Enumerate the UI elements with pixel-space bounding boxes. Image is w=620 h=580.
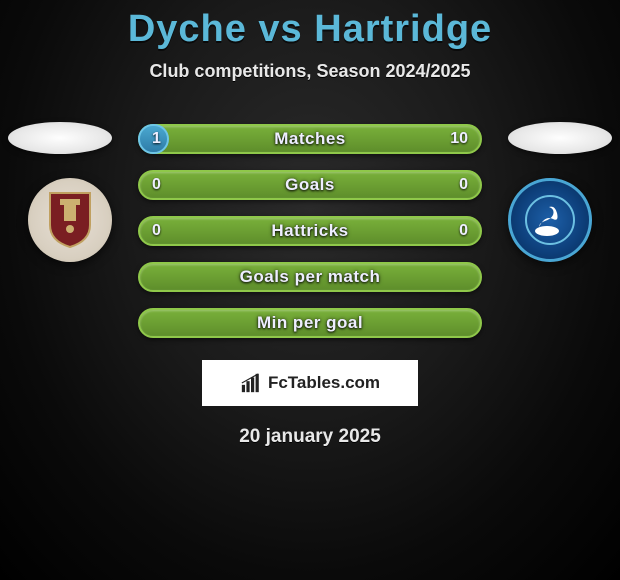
stat-row-matches: 1 Matches 10 (138, 124, 482, 154)
player-avatar-right (508, 122, 612, 154)
stat-value-right: 0 (459, 176, 468, 194)
bar-chart-icon (240, 372, 262, 394)
stat-row-min-per-goal: Min per goal (138, 308, 482, 338)
team-badge-right (508, 178, 592, 262)
stat-label: Min per goal (257, 313, 363, 333)
stat-value-right: 0 (459, 222, 468, 240)
shield-icon (46, 191, 94, 249)
stat-row-goals: 0 Goals 0 (138, 170, 482, 200)
date-label: 20 january 2025 (0, 426, 620, 448)
attribution-text: FcTables.com (268, 373, 380, 393)
stat-label: Hattricks (271, 221, 348, 241)
stat-label: Goals (285, 175, 335, 195)
stat-value-left: 0 (152, 176, 161, 194)
player-avatar-left (8, 122, 112, 154)
stat-label: Matches (274, 129, 346, 149)
stat-label: Goals per match (240, 267, 381, 287)
subtitle: Club competitions, Season 2024/2025 (0, 61, 620, 82)
stat-value-left: 1 (152, 130, 161, 148)
stat-bars: 1 Matches 10 0 Goals 0 0 Hattricks 0 Goa… (138, 124, 482, 338)
page-title: Dyche vs Hartridge (0, 0, 620, 51)
swan-icon (525, 195, 575, 245)
attribution-badge[interactable]: FcTables.com (202, 360, 418, 406)
stat-value-left: 0 (152, 222, 161, 240)
stat-row-goals-per-match: Goals per match (138, 262, 482, 292)
stat-value-right: 10 (450, 130, 468, 148)
stat-row-hattricks: 0 Hattricks 0 (138, 216, 482, 246)
team-badge-left (28, 178, 112, 262)
